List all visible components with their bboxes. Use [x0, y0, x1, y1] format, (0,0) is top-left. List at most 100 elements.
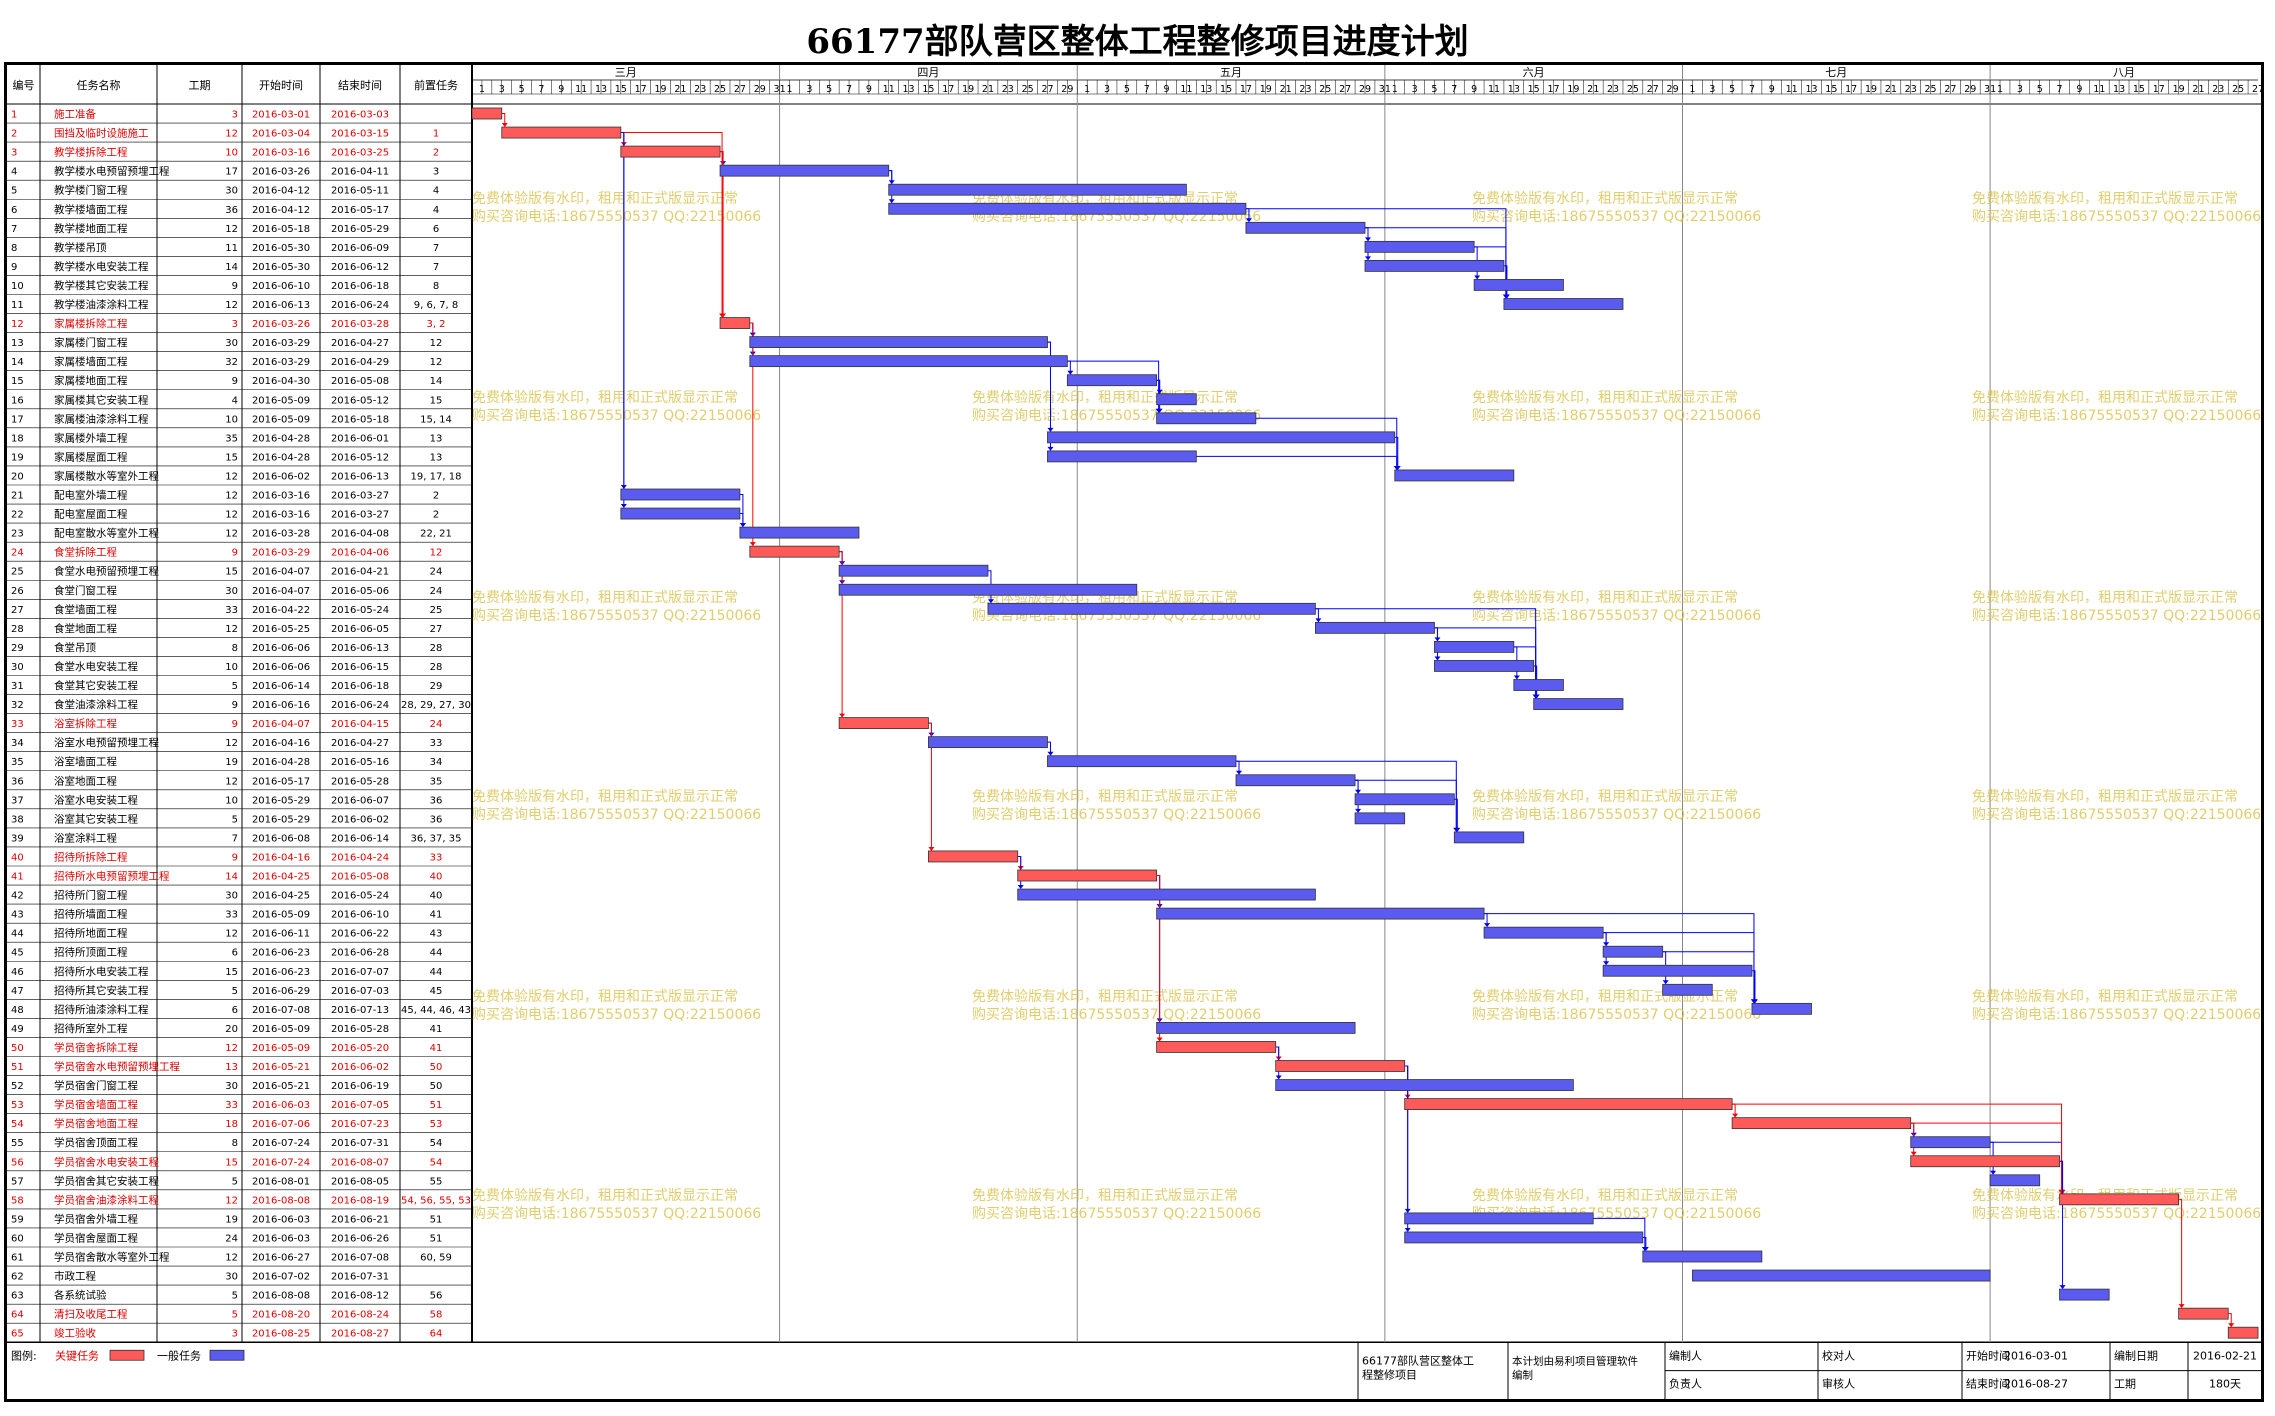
task-start: 2016-06-03: [252, 1100, 310, 1111]
task-duration: 5: [232, 986, 238, 997]
task-start: 2016-03-29: [252, 357, 310, 368]
task-bar: [749, 336, 1048, 349]
task-start: 2016-07-24: [252, 1157, 310, 1168]
task-predecessor: 34: [430, 757, 443, 768]
task-end: 2016-06-26: [331, 1233, 389, 1244]
link-arrow: [1484, 923, 1491, 928]
task-end: 2016-05-24: [331, 605, 389, 616]
task-bar: [1602, 945, 1664, 958]
task-predecessor: 40: [430, 872, 443, 883]
task-id: 45: [11, 948, 24, 959]
dependency-link: [1394, 436, 1399, 469]
month-label: 八月: [2113, 66, 2135, 79]
watermark-text: 免费体验版有水印，租用和正式版显示正常: [472, 989, 738, 1005]
task-end: 2016-06-28: [331, 948, 389, 959]
task-start: 2016-06-06: [252, 662, 310, 673]
watermark-text: 免费体验版有水印，租用和正式版显示正常: [472, 390, 738, 406]
task-start: 2016-08-08: [252, 1195, 310, 1206]
task-predecessor: 51: [430, 1214, 443, 1225]
task-end: 2016-05-08: [331, 872, 389, 883]
task-predecessor: 51: [430, 1100, 443, 1111]
task-end: 2016-06-13: [331, 643, 389, 654]
task-id: 33: [11, 719, 24, 730]
link-arrow: [1750, 999, 1757, 1004]
task-bar: [1314, 621, 1435, 634]
task-end: 2016-04-24: [331, 852, 389, 863]
task-end: 2016-07-08: [331, 1253, 389, 1264]
footer-end-label: 结束时间: [1966, 1378, 2010, 1391]
task-start: 2016-06-02: [252, 471, 310, 482]
task-end: 2016-06-15: [331, 662, 389, 673]
task-name: 食堂吊顶: [54, 641, 96, 654]
watermark-text: 购买咨询电话:18675550537 QQ:22150066: [472, 209, 761, 225]
task-name: 市政工程: [54, 1270, 96, 1283]
legend-critical-swatch: [109, 1349, 145, 1361]
task-predecessor: 41: [430, 910, 443, 921]
task-duration: 12: [225, 624, 238, 635]
task-name: 学员宿舍外墙工程: [54, 1212, 138, 1225]
task-start: 2016-08-01: [252, 1176, 310, 1187]
watermark-text: 购买咨询电话:18675550537 QQ:22150066: [472, 807, 761, 823]
task-predecessor: 33: [430, 852, 443, 863]
task-id: 43: [11, 910, 24, 921]
watermark-text: 免费体验版有水印，租用和正式版显示正常: [1972, 789, 2238, 805]
task-id: 28: [11, 624, 24, 635]
task-bar: [1017, 888, 1316, 901]
task-end: 2016-08-12: [331, 1291, 389, 1302]
task-name: 学员宿舍屋面工程: [54, 1231, 138, 1244]
task-end: 2016-05-16: [331, 757, 389, 768]
task-start: 2016-03-26: [252, 167, 310, 178]
link-arrow: [2228, 1323, 2235, 1328]
task-bar: [620, 145, 721, 158]
task-duration: 19: [225, 757, 238, 768]
watermark-text: 购买咨询电话:18675550537 QQ:22150066: [1972, 1007, 2261, 1023]
task-name: 学员宿舍墙面工程: [54, 1098, 138, 1111]
footer-date-value: 2016-02-21: [2193, 1349, 2257, 1362]
task-bar: [1533, 698, 1624, 710]
task-start: 2016-05-09: [252, 910, 310, 921]
task-id: 65: [11, 1329, 24, 1340]
task-id: 8: [11, 243, 17, 254]
task-end: 2016-03-25: [331, 148, 389, 159]
task-name: 家属楼门窗工程: [54, 336, 128, 349]
task-id: 41: [11, 872, 24, 883]
month-label: 六月: [1523, 66, 1545, 79]
task-predecessor: 40: [430, 891, 443, 902]
task-predecessor: 55: [430, 1176, 443, 1187]
link-arrow: [1355, 808, 1362, 813]
task-end: 2016-08-05: [331, 1176, 389, 1187]
link-arrow: [739, 523, 746, 528]
task-end: 2016-05-28: [331, 776, 389, 787]
task-bar: [1453, 831, 1525, 844]
task-id: 57: [11, 1176, 24, 1187]
task-predecessor: 2: [433, 148, 439, 159]
task-end: 2016-06-02: [331, 1062, 389, 1073]
task-end: 2016-06-05: [331, 624, 389, 635]
task-duration: 32: [225, 357, 238, 368]
task-end: 2016-04-08: [331, 529, 389, 540]
watermark-text: 免费体验版有水印，租用和正式版显示正常: [1472, 590, 1738, 606]
footer-start-label: 开始时间: [1966, 1348, 2010, 1362]
link-arrow: [620, 504, 627, 509]
task-bar: [749, 355, 1068, 368]
task-end: 2016-05-12: [331, 452, 389, 463]
watermark-text: 免费体验版有水印，租用和正式版显示正常: [972, 390, 1238, 406]
dependency-link: [620, 132, 625, 508]
task-predecessor: 8: [433, 281, 439, 292]
task-id: 39: [11, 833, 24, 844]
task-start: 2016-04-25: [252, 872, 310, 883]
task-id: 58: [11, 1195, 24, 1206]
task-start: 2016-03-04: [252, 129, 310, 140]
task-end: 2016-06-13: [331, 471, 389, 482]
task-name: 食堂门窗工程: [54, 584, 117, 597]
task-duration: 8: [232, 643, 238, 654]
task-predecessor: 36, 37, 35: [411, 833, 462, 844]
task-start: 2016-06-03: [252, 1214, 310, 1225]
watermark-text: 免费体验版有水印，租用和正式版显示正常: [1972, 191, 2238, 207]
task-id: 51: [11, 1062, 24, 1073]
task-predecessor: 35: [430, 776, 443, 787]
task-name: 食堂水电安装工程: [54, 660, 138, 673]
task-start: 2016-04-30: [252, 376, 310, 387]
task-duration: 12: [225, 776, 238, 787]
task-name: 家属楼其它安装工程: [54, 393, 149, 406]
